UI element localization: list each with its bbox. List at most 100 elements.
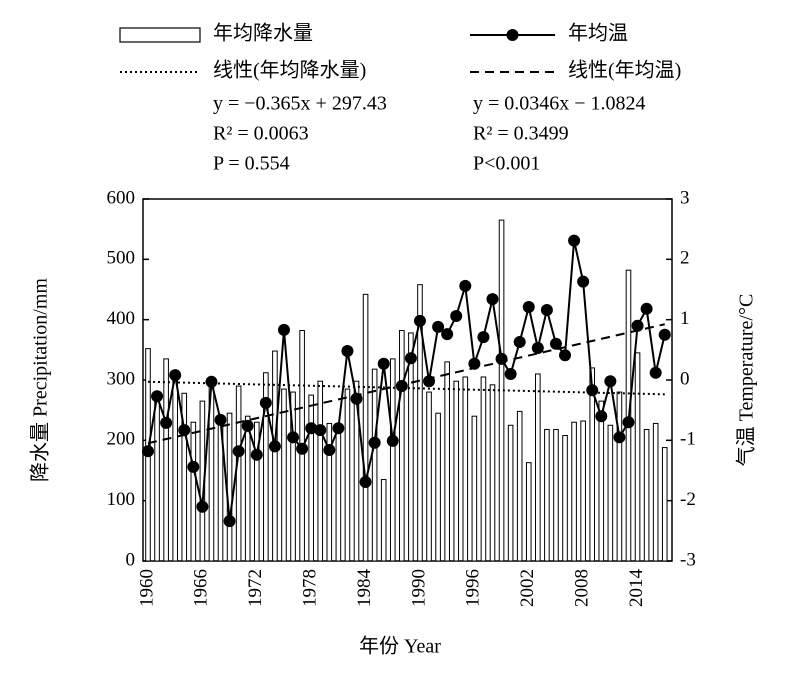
annotation: R² = 0.3499 — [473, 123, 569, 145]
temperature-point — [386, 434, 399, 447]
y-tick-label: 100 — [107, 489, 136, 510]
bar — [399, 330, 405, 562]
temperature-point — [141, 445, 154, 458]
annotation: P = 0.554 — [213, 153, 290, 175]
bar — [335, 426, 342, 562]
temperature-point — [187, 460, 200, 473]
temperature-point — [559, 349, 572, 362]
x-axis-label: 年份 Year — [359, 635, 441, 658]
y2-tick-label: 0 — [680, 368, 690, 389]
bar — [163, 358, 169, 562]
temperature-point — [305, 422, 318, 435]
temperature-line — [146, 240, 666, 522]
bar — [317, 380, 324, 562]
bar — [326, 422, 333, 562]
temperature-point — [432, 320, 445, 333]
trend-line — [147, 323, 665, 445]
x-tick-label: 1972 — [245, 569, 266, 607]
legend-marker — [506, 29, 519, 41]
bar — [353, 380, 360, 562]
temperature-point — [441, 328, 454, 341]
bar — [535, 373, 541, 562]
temperature-point — [531, 342, 544, 355]
y2-tick-label: 3 — [680, 187, 690, 208]
bar — [154, 391, 160, 562]
y-tick-label: 500 — [107, 248, 136, 269]
bar — [290, 391, 296, 562]
bar — [435, 412, 441, 562]
temperature-point — [413, 314, 426, 327]
bar — [562, 435, 568, 562]
legend-label: 线性(年均温) — [568, 59, 681, 82]
y-tick-label: 200 — [107, 429, 136, 450]
y2-tick-label: -1 — [680, 429, 696, 450]
bar — [571, 421, 577, 562]
temperature-point — [160, 416, 173, 429]
temperature-point — [658, 328, 671, 341]
bar — [480, 376, 487, 562]
x-tick-label: 2014 — [626, 569, 647, 608]
bar — [362, 293, 369, 562]
x-tick-label: 1996 — [463, 569, 484, 607]
temperature-point — [214, 413, 227, 426]
temperature-point — [287, 431, 300, 444]
temperature-point — [314, 424, 327, 437]
bar — [272, 350, 278, 562]
bar — [426, 391, 432, 562]
temperature-point — [613, 431, 626, 444]
temperature-point — [404, 352, 417, 365]
bar — [589, 367, 596, 562]
temperature-point — [178, 424, 191, 437]
temperature-point — [504, 367, 517, 380]
y-tick-label: 400 — [107, 308, 136, 329]
temperature-point — [323, 443, 336, 456]
temperature-point — [568, 234, 581, 247]
bar — [263, 372, 269, 562]
y-tick-label: 300 — [107, 368, 136, 389]
temperature-point — [232, 445, 245, 458]
temperature-point — [450, 310, 463, 323]
temperature-point — [377, 357, 390, 370]
temperature-point — [495, 352, 508, 365]
x-tick-label: 1990 — [408, 569, 429, 607]
bar — [462, 376, 469, 562]
y-tick-label: 600 — [107, 187, 136, 208]
legend-label: 年均降水量 — [213, 22, 313, 45]
annotation: y = −0.365x + 297.43 — [213, 93, 387, 115]
temperature-point — [259, 396, 272, 409]
temperature-point — [486, 293, 499, 306]
temperature-point — [604, 375, 617, 388]
bar — [190, 421, 197, 562]
x-tick-label: 2008 — [572, 569, 593, 607]
bar — [244, 415, 251, 562]
temperature-point — [250, 448, 263, 461]
bar — [544, 428, 550, 562]
bar — [235, 385, 242, 562]
y2-tick-label: 2 — [680, 248, 690, 269]
temperature-point — [359, 475, 372, 488]
y-tick-label: 0 — [126, 549, 136, 570]
temperature-point — [223, 515, 236, 528]
y2-tick-label: -3 — [680, 549, 696, 570]
bar — [380, 479, 387, 562]
annotation: P<0.001 — [473, 153, 540, 175]
legend-label: 线性(年均降水量) — [213, 59, 366, 82]
trend-line — [147, 380, 665, 396]
y-axis-label: 降水量 Precipitation/mm — [29, 278, 52, 482]
bar — [634, 352, 641, 562]
bar — [444, 361, 450, 562]
temperature-point — [459, 279, 472, 292]
bar — [172, 379, 178, 562]
bar — [344, 388, 351, 562]
y2-tick-label: -2 — [680, 489, 696, 510]
bar — [308, 394, 314, 562]
temperature-point — [577, 275, 590, 288]
y2-tick-label: 1 — [680, 308, 690, 329]
temperature-point — [522, 300, 535, 313]
bar — [371, 368, 378, 562]
legend-label: 年均温 — [568, 22, 628, 45]
temperature-point — [296, 442, 309, 455]
bar — [253, 421, 260, 562]
bar — [516, 410, 523, 562]
bar — [489, 384, 496, 562]
